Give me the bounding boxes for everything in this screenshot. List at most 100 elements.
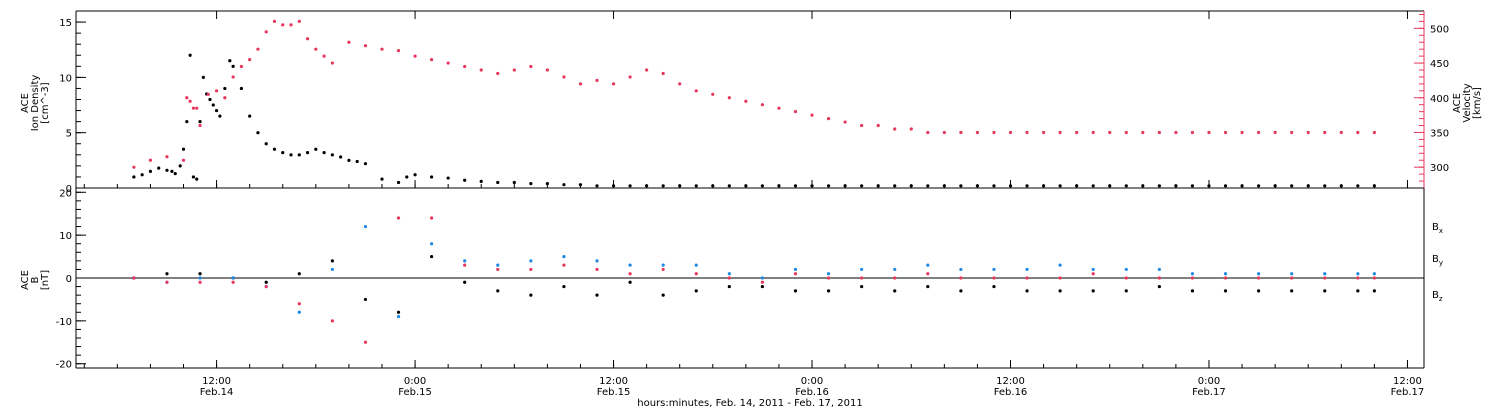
ion-density-point (1075, 184, 1079, 188)
b-by-point (430, 242, 434, 246)
ion-density-point (793, 184, 798, 188)
velocity-point (628, 75, 632, 79)
b-bx-point (926, 284, 930, 289)
velocity-point (231, 75, 235, 79)
x-tick-time-label: 12:00 (599, 376, 628, 387)
b-by-point (1257, 272, 1261, 276)
ion-density-point (380, 177, 384, 181)
b-bx-point (760, 284, 765, 289)
b-bx-point (396, 310, 401, 314)
top-left-axis-label: ACE Ion Density [cm^-3] (20, 75, 51, 132)
ion-density-point (1290, 184, 1294, 188)
b-bz-point (132, 276, 136, 280)
legend-label-main: B (1432, 290, 1439, 301)
ion-density-point (218, 114, 222, 118)
velocity-point (810, 113, 814, 117)
bottom-left-tick-label: 10 (59, 231, 72, 242)
b-bx-point (793, 289, 798, 293)
b-by-point (496, 263, 500, 267)
top-right-axis-label: ACE Velocity [km/s] (1452, 83, 1483, 122)
ion-density-point (198, 120, 202, 124)
velocity-point (380, 47, 384, 51)
top-right-label-line3: [km/s] (1472, 87, 1483, 119)
velocity-point (1356, 130, 1360, 135)
ion-density-point (463, 178, 467, 182)
velocity-point (272, 19, 277, 24)
ion-density-point (1240, 184, 1244, 188)
b-by-point (1190, 272, 1195, 276)
b-bz-point (760, 280, 765, 284)
ion-density-point (140, 173, 144, 177)
velocity-point (1041, 130, 1046, 135)
b-bz-point (430, 216, 434, 220)
x-tick-time-label: 0:00 (404, 376, 426, 387)
velocity-point (959, 130, 963, 135)
ion-density-point (201, 75, 205, 79)
ion-density-point (975, 184, 980, 188)
b-bx-point (1190, 289, 1195, 293)
velocity-point (727, 96, 731, 100)
x-tick-date-label: Feb.16 (795, 387, 829, 398)
b-by-point (628, 263, 632, 267)
velocity-point (322, 54, 326, 58)
x-tick-time-label: 12:00 (996, 376, 1025, 387)
velocity-point (1075, 130, 1079, 135)
x-tick-date-label: Feb.17 (1192, 387, 1226, 398)
ion-density-point (355, 159, 359, 164)
ion-density-point (661, 184, 665, 188)
velocity-point (843, 120, 847, 124)
ion-density-point (239, 86, 243, 91)
b-bx-point (330, 259, 334, 263)
ion-density-point (173, 172, 177, 176)
velocity-point (314, 47, 318, 51)
top-left-tick-label: 15 (59, 18, 72, 29)
b-bx-point (628, 280, 632, 284)
b-bx-point (264, 280, 268, 284)
ion-density-point (1339, 184, 1343, 188)
b-bx-point (1025, 289, 1029, 293)
ion-density-point (1223, 184, 1228, 188)
ion-density-point (289, 153, 293, 157)
x-tick-time-label: 12:00 (1393, 376, 1422, 387)
top-left-label-line3: [cm^-3] (40, 82, 51, 123)
b-bz-point (1091, 272, 1095, 276)
top-left-tick-label: 0 (66, 184, 72, 195)
velocity-point (188, 99, 192, 103)
ion-density-point (1091, 184, 1095, 188)
b-bx-point (1372, 289, 1376, 293)
velocity-point (297, 19, 301, 24)
x-tick-date-label: Feb.17 (1391, 387, 1425, 398)
ion-density-point (1190, 184, 1195, 188)
b-by-point (363, 224, 368, 229)
x-axis-label: hours:minutes, Feb. 14, 2011 - Feb. 17, … (637, 398, 862, 409)
b-by-point (1323, 272, 1327, 276)
b-bz-point (826, 276, 831, 280)
ion-density-point (178, 164, 182, 168)
legend-label-sub: x (1439, 227, 1443, 235)
velocity-point (793, 110, 798, 114)
b-by-point (1058, 263, 1062, 267)
velocity-point (678, 82, 682, 86)
velocity-point (1306, 130, 1310, 135)
ion-density-point (942, 184, 946, 188)
velocity-point (1157, 130, 1161, 135)
ion-density-point (1273, 184, 1277, 188)
ion-density-point (322, 151, 326, 155)
ion-density-point (256, 131, 260, 135)
ion-density-point (208, 97, 212, 102)
b-by-point (1372, 272, 1376, 276)
velocity-point (760, 103, 765, 107)
ion-density-point (157, 166, 161, 170)
velocity-point (645, 68, 649, 72)
b-by-point (297, 310, 301, 314)
b-by-point (463, 259, 467, 263)
velocity-point (1339, 130, 1343, 135)
velocity-point (694, 89, 698, 93)
b-bz-point (264, 284, 268, 289)
b-by-point (595, 259, 599, 263)
b-by-point (661, 263, 665, 267)
velocity-point (1240, 130, 1244, 135)
bottom-left-tick-label: 20 (59, 188, 72, 199)
velocity-point (909, 127, 913, 131)
